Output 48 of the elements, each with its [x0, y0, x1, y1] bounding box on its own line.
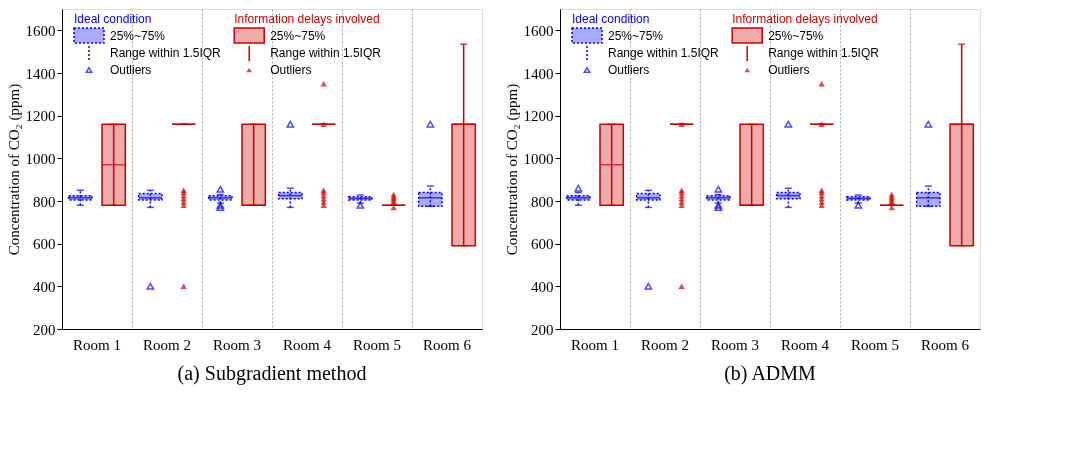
y-tick-label: 200 [33, 321, 56, 338]
text: 25%~75% [768, 29, 824, 43]
text: Outliers [768, 63, 810, 77]
y-tick-label: 200 [531, 321, 554, 338]
x-tick-label: Room 2 [143, 336, 191, 353]
x-tick-label: Room 3 [213, 336, 261, 353]
y-tick-label: 400 [33, 278, 56, 295]
y-tick-label: 600 [531, 236, 554, 253]
text: Information delays involved [234, 12, 380, 26]
x-tick-label: Room 5 [353, 336, 401, 353]
y-tick-label: 1000 [523, 150, 554, 167]
x-tick-label: Room 1 [73, 336, 121, 353]
y-tick-label: 400 [531, 278, 554, 295]
y-tick-label: 600 [33, 236, 56, 253]
x-tick-label: Room 4 [283, 336, 332, 353]
text: Range within 1.5IQR [270, 46, 381, 60]
y-tick-label: 1600 [523, 22, 554, 39]
text: Outliers [270, 63, 312, 77]
y-tick-label: 1200 [25, 108, 56, 125]
x-tick-label: Room 6 [423, 336, 472, 353]
text: (a) Subgradient method [177, 362, 367, 385]
annotation: 25%~75% [110, 29, 166, 43]
text: Ideal condition [74, 12, 152, 26]
y-tick-label: 1600 [25, 22, 56, 39]
x-tick-label: Room 2 [641, 336, 689, 353]
y-tick-label: 800 [33, 193, 56, 210]
annotation: Range within 1.5IQR [608, 46, 720, 60]
x-tick-label: Room 3 [711, 336, 759, 353]
y-axis-title: Concentration of CO₂ (ppm) [5, 83, 23, 256]
y-tick-label: 800 [531, 193, 554, 210]
text: Range within 1.5IQR [768, 46, 879, 60]
x-tick-label: Room 1 [571, 336, 619, 353]
y-axis-title: Concentration of CO₂ (ppm) [503, 83, 521, 256]
text: Ideal condition [572, 12, 650, 26]
text: Information delays involved [732, 12, 878, 26]
annotation: 25%~75% [608, 29, 664, 43]
y-tick-label: 1400 [25, 65, 56, 82]
text: (b) ADMM [724, 362, 817, 385]
y-tick-label: 1400 [523, 65, 554, 82]
x-tick-label: Room 4 [781, 336, 830, 353]
y-tick-label: 1000 [25, 150, 56, 167]
x-tick-label: Room 5 [851, 336, 899, 353]
y-tick-label: 1200 [523, 108, 554, 125]
annotation: Outliers [608, 63, 650, 77]
text: 25%~75% [270, 29, 326, 43]
x-tick-label: Room 6 [921, 336, 970, 353]
annotation: Range within 1.5IQR [110, 46, 222, 60]
annotation: Outliers [110, 63, 152, 77]
